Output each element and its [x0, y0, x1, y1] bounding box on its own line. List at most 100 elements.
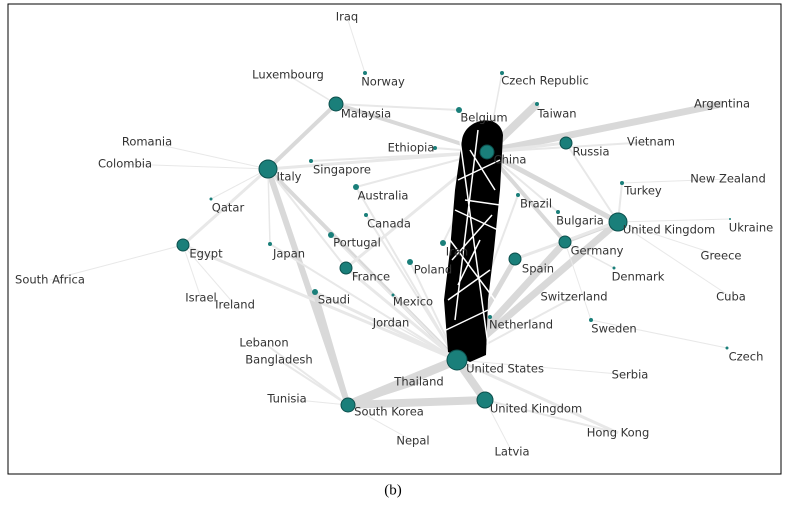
node-label: New Zealand [690, 172, 766, 186]
node [608, 212, 628, 232]
edge [484, 399, 619, 434]
edge [49, 244, 184, 281]
node-label: Belgium [460, 111, 507, 125]
node [508, 252, 522, 266]
node-label: Serbia [612, 368, 649, 382]
node [516, 193, 520, 197]
node-label: Denmark [612, 270, 665, 284]
node [729, 218, 731, 220]
edge [347, 380, 420, 407]
node-label: Qatar [212, 201, 245, 215]
node-label: Poland [414, 263, 452, 277]
node-label: Bangladesh [245, 353, 312, 367]
node-label: Iran [446, 245, 468, 259]
edge [124, 163, 269, 170]
edge [565, 142, 619, 223]
node-label: Israel [185, 291, 216, 305]
node-label: Ireland [215, 298, 255, 312]
node-label: Tunisia [266, 392, 306, 406]
nodes: Iraq Luxembourg Norway Czech Republic Malays… [15, 10, 773, 459]
edge [314, 290, 458, 362]
edge [456, 358, 619, 435]
node [556, 210, 560, 214]
node-label: South Africa [15, 273, 85, 287]
edge [564, 241, 592, 321]
edge [392, 294, 458, 361]
node [500, 71, 504, 75]
node-label: Ukraine [729, 221, 773, 235]
edge [485, 149, 620, 225]
edge [286, 398, 349, 406]
edge [365, 214, 458, 361]
edge [267, 168, 271, 245]
node [353, 184, 359, 190]
node-label: Nepal [396, 434, 429, 448]
node [364, 213, 368, 217]
node-label: Greece [701, 249, 742, 263]
edge [182, 244, 202, 299]
node-label: Bulgaria [556, 214, 604, 228]
node [268, 242, 272, 246]
edge [621, 178, 729, 184]
node-label: Egypt [189, 247, 223, 261]
node [340, 397, 356, 413]
node [535, 102, 539, 106]
node-label: South Korea [354, 405, 424, 419]
dense-edge-bundle [444, 120, 503, 362]
edge [345, 266, 458, 362]
node-label: Italy [277, 170, 302, 184]
node-label: Norway [361, 75, 405, 89]
node-label: Mexico [393, 295, 433, 309]
node [589, 318, 593, 322]
edge [263, 342, 349, 406]
node-label: Ethiopia [388, 141, 435, 155]
caption: (b) [384, 482, 402, 498]
node-label: Spain [522, 262, 554, 276]
edge [355, 186, 458, 361]
node-label: Portugal [333, 236, 381, 250]
node-label: Iraq [336, 10, 358, 24]
node-label: United Kingdom [490, 402, 582, 416]
edge [347, 404, 414, 442]
node [433, 146, 437, 150]
node [558, 235, 572, 249]
node-label: Netherland [489, 318, 553, 332]
node [339, 261, 353, 275]
node [176, 238, 190, 252]
frame [7, 3, 782, 475]
edge [312, 291, 351, 406]
node [612, 266, 616, 270]
node [258, 159, 278, 179]
node-label: Switzerland [540, 290, 607, 304]
edge [347, 396, 486, 409]
node-label: Argentina [694, 97, 750, 111]
node-label: China [494, 153, 527, 167]
node-label: Japan [272, 247, 305, 261]
node-label: Hong Kong [587, 426, 650, 440]
node-label: France [352, 270, 390, 284]
node-label: Jordan [372, 316, 410, 330]
edge [335, 103, 460, 111]
node [312, 289, 318, 295]
edge [590, 319, 728, 349]
node-label: Canada [367, 217, 411, 231]
edge [346, 16, 366, 74]
node [209, 197, 213, 201]
node-label: Germany [571, 244, 624, 258]
node-label: Lebanon [239, 336, 288, 350]
node-label: Cuba [716, 290, 746, 304]
edge [617, 221, 732, 298]
edge [267, 168, 347, 269]
node-label: Saudi [318, 293, 350, 307]
edge [210, 168, 269, 200]
node [363, 71, 367, 75]
node-label: Turkey [623, 184, 662, 198]
node [488, 315, 492, 319]
edge [287, 74, 337, 105]
node [328, 232, 334, 238]
node [456, 107, 462, 113]
edge [266, 102, 338, 171]
edge [182, 167, 269, 247]
node-label: Malaysia [341, 107, 391, 121]
